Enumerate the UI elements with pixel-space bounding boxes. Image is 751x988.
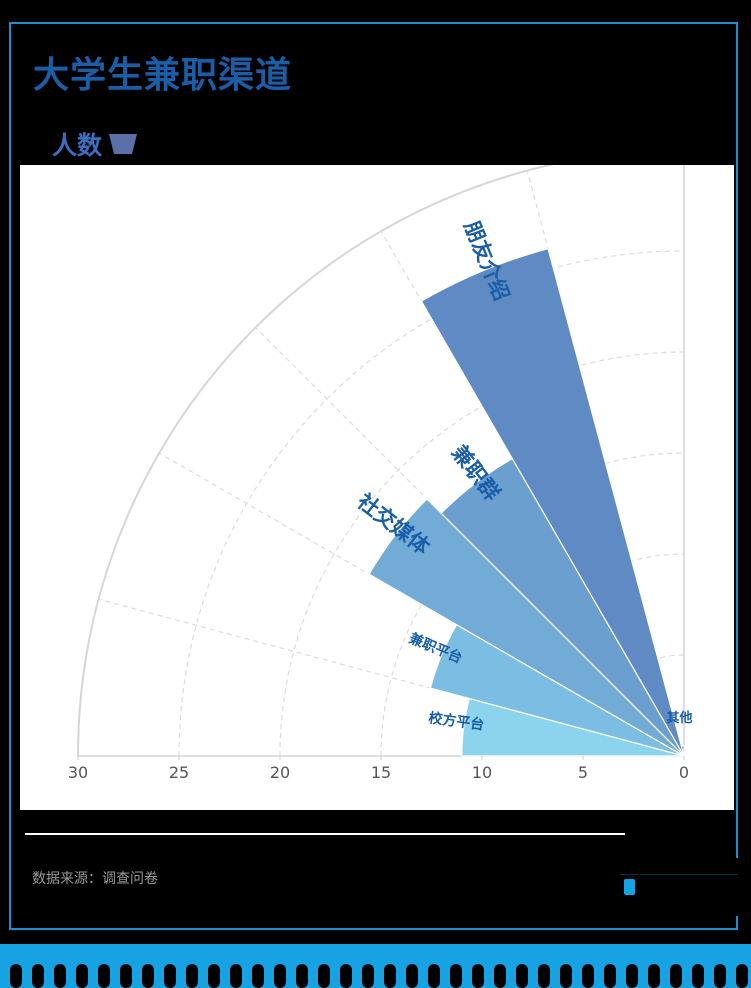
legend: 人数 [52, 127, 138, 161]
band-notch [340, 964, 352, 988]
band-notch [692, 964, 704, 988]
band-notch [648, 964, 660, 988]
band-notch [54, 964, 66, 988]
radial-tick-label: 20 [270, 763, 290, 782]
radial-tick-label: 25 [169, 763, 189, 782]
band-notch [736, 964, 748, 988]
chart-panel: 校方平台 兼职平台 社交媒体 兼职群 朋友介绍 其他 30 25 20 15 10 5 0 [20, 165, 734, 810]
band-notch [142, 964, 154, 988]
radial-tick-label: 15 [371, 763, 391, 782]
band-notch [384, 964, 396, 988]
radial-tick-label: 5 [578, 763, 588, 782]
chart-bar [368, 498, 685, 757]
legend-swatch-icon [109, 134, 138, 154]
radial-tick-label: 10 [472, 763, 492, 782]
radial-tick-label: 30 [68, 763, 88, 782]
band-notch [76, 964, 88, 988]
chart-bar [680, 745, 685, 757]
band-notch [450, 964, 462, 988]
band-notch [362, 964, 374, 988]
decorative-bottom-band [0, 944, 751, 988]
band-notch [494, 964, 506, 988]
footer-divider [25, 833, 625, 835]
band-notch [560, 964, 572, 988]
band-notch [604, 964, 616, 988]
band-notch [120, 964, 132, 988]
legend-label: 人数 [52, 131, 103, 160]
band-notch [186, 964, 198, 988]
chart-bars [368, 247, 685, 757]
band-notch [296, 964, 308, 988]
band-notch [10, 964, 22, 988]
band-notch [670, 964, 682, 988]
logo-mark-icon [620, 858, 738, 916]
band-notch [252, 964, 264, 988]
band-notch [318, 964, 330, 988]
band-notch [472, 964, 484, 988]
band-notch [406, 964, 418, 988]
page-title: 大学生兼职渠道 [33, 55, 293, 96]
band-notch [538, 964, 550, 988]
band-notch [582, 964, 594, 988]
category-label: 其他 [667, 710, 693, 726]
radial-tick-label: 0 [679, 763, 689, 782]
chart-radial-ticks: 30 25 20 15 10 5 0 [68, 756, 689, 782]
band-notch [164, 964, 176, 988]
band-notch [714, 964, 726, 988]
chart-bar [420, 247, 685, 757]
band-notch [428, 964, 440, 988]
band-notch [516, 964, 528, 988]
band-notch [274, 964, 286, 988]
band-notch [626, 964, 638, 988]
band-notch [32, 964, 44, 988]
grid-ring [279, 351, 685, 757]
band-notch [230, 964, 242, 988]
band-notch [208, 964, 220, 988]
band-notch [98, 964, 110, 988]
data-source: 数据来源：调查问卷 [32, 871, 158, 887]
outer-frame [9, 22, 738, 930]
